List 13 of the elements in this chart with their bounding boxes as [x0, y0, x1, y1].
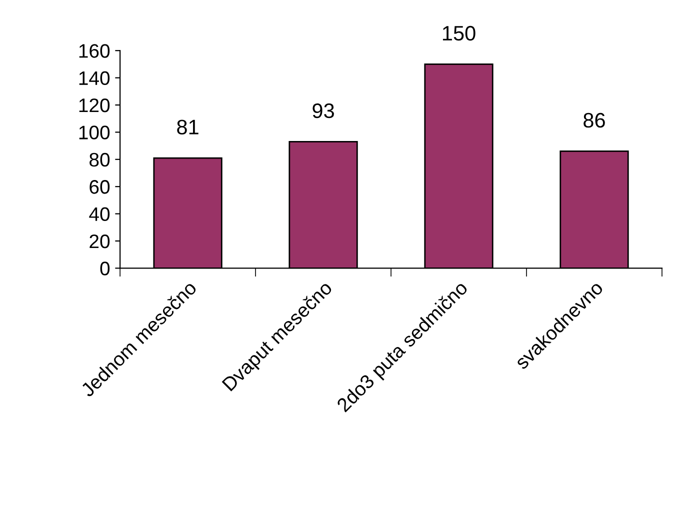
data-label: 86	[584, 112, 605, 128]
y-tick-label: 100	[79, 126, 110, 140]
y-tick-label: 0	[100, 262, 110, 276]
data-label: 93	[312, 103, 334, 118]
data-label: 150	[442, 26, 476, 41]
y-tick-label: 40	[89, 207, 110, 222]
y-tick-label: 160	[79, 44, 110, 58]
data-label: 81	[177, 120, 198, 134]
y-tick-label: 140	[79, 71, 110, 86]
y-tick-label: 60	[90, 180, 110, 194]
y-tick-label: 80	[90, 152, 110, 167]
y-tick-label: 20	[90, 234, 110, 248]
y-tick-label: 120	[79, 98, 110, 112]
